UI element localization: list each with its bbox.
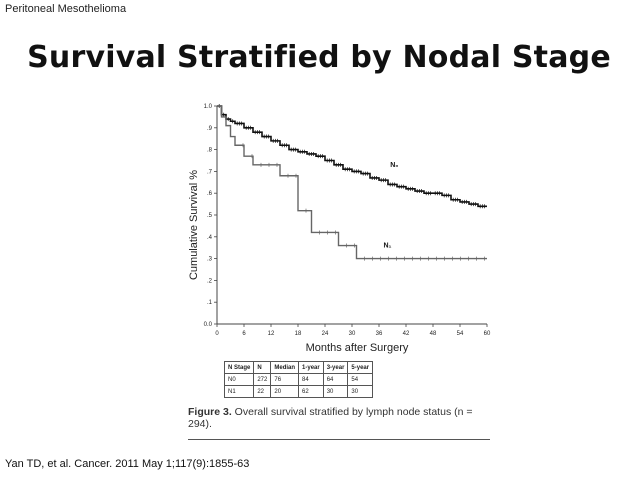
table-cell: 30 bbox=[322, 385, 349, 398]
y-tick-label: .1 bbox=[207, 300, 213, 306]
figure-caption-text: Overall survival stratified by lymph nod… bbox=[188, 406, 473, 430]
y-tick-label: .3 bbox=[207, 257, 213, 263]
figure-caption-label: Figure 3. bbox=[188, 406, 232, 418]
y-axis-title: Cumulative Survival % bbox=[188, 170, 200, 280]
table-header: Median bbox=[270, 361, 300, 374]
table-cell: 20 bbox=[270, 385, 300, 398]
series-label: N₀ bbox=[390, 162, 398, 169]
x-tick-label: 60 bbox=[484, 331, 491, 337]
table-cell: 62 bbox=[298, 385, 324, 398]
x-tick-label: 36 bbox=[376, 331, 383, 337]
table-header: 3-year bbox=[322, 361, 349, 374]
series-line bbox=[217, 105, 487, 208]
y-tick-label: .5 bbox=[207, 213, 213, 219]
figure-caption: Figure 3. Overall survival stratified by… bbox=[188, 406, 493, 430]
x-tick-label: 6 bbox=[242, 331, 246, 337]
survival-table: N Stage N Median 1-year 3-year 5-year N0… bbox=[223, 361, 374, 398]
y-tick-label: .2 bbox=[207, 278, 213, 284]
x-tick-label: 42 bbox=[403, 331, 410, 337]
slide-section-label: Peritoneal Mesothelioma bbox=[5, 3, 127, 15]
table-cell: 84 bbox=[298, 373, 324, 386]
x-tick-label: 18 bbox=[295, 331, 302, 337]
table-row: N0 272 76 84 64 54 bbox=[223, 373, 374, 386]
y-tick-label: .4 bbox=[207, 235, 213, 241]
table-cell: N1 bbox=[223, 385, 255, 398]
table-cell: 30 bbox=[347, 385, 374, 398]
table-cell: 54 bbox=[347, 373, 374, 386]
table-row: N1 22 20 62 30 30 bbox=[223, 385, 374, 398]
table-header: N bbox=[253, 361, 272, 374]
x-axis-title: Months after Surgery bbox=[306, 342, 409, 354]
y-tick-label: 1.0 bbox=[204, 104, 213, 110]
table-cell: 22 bbox=[253, 385, 272, 398]
table-header-row: N Stage N Median 1-year 3-year 5-year bbox=[223, 361, 374, 374]
x-tick-label: 48 bbox=[430, 331, 437, 337]
series-line bbox=[217, 105, 487, 260]
x-tick-label: 0 bbox=[215, 331, 219, 337]
y-tick-label: .7 bbox=[207, 169, 213, 175]
series-label: N₁ bbox=[384, 243, 392, 250]
y-tick-label: .9 bbox=[207, 126, 213, 132]
table-cell: 64 bbox=[322, 373, 349, 386]
y-tick-label: 0.0 bbox=[204, 322, 213, 328]
slide-title: Survival Stratified by Nodal Stage bbox=[27, 40, 611, 75]
y-tick-label: .6 bbox=[207, 191, 213, 197]
caption-divider bbox=[188, 439, 490, 440]
x-tick-label: 30 bbox=[349, 331, 356, 337]
table-cell: N0 bbox=[223, 373, 255, 386]
table-header: 1-year bbox=[298, 361, 324, 374]
table-cell: 272 bbox=[253, 373, 272, 386]
y-tick-label: .8 bbox=[207, 148, 213, 154]
citation: Yan TD, et al. Cancer. 2011 May 1;117(9)… bbox=[5, 458, 250, 470]
x-tick-label: 54 bbox=[457, 331, 464, 337]
x-tick-label: 24 bbox=[322, 331, 329, 337]
table-cell: 76 bbox=[270, 373, 300, 386]
table-header: N Stage bbox=[223, 361, 255, 374]
x-tick-label: 12 bbox=[268, 331, 275, 337]
table-header: 5-year bbox=[347, 361, 374, 374]
